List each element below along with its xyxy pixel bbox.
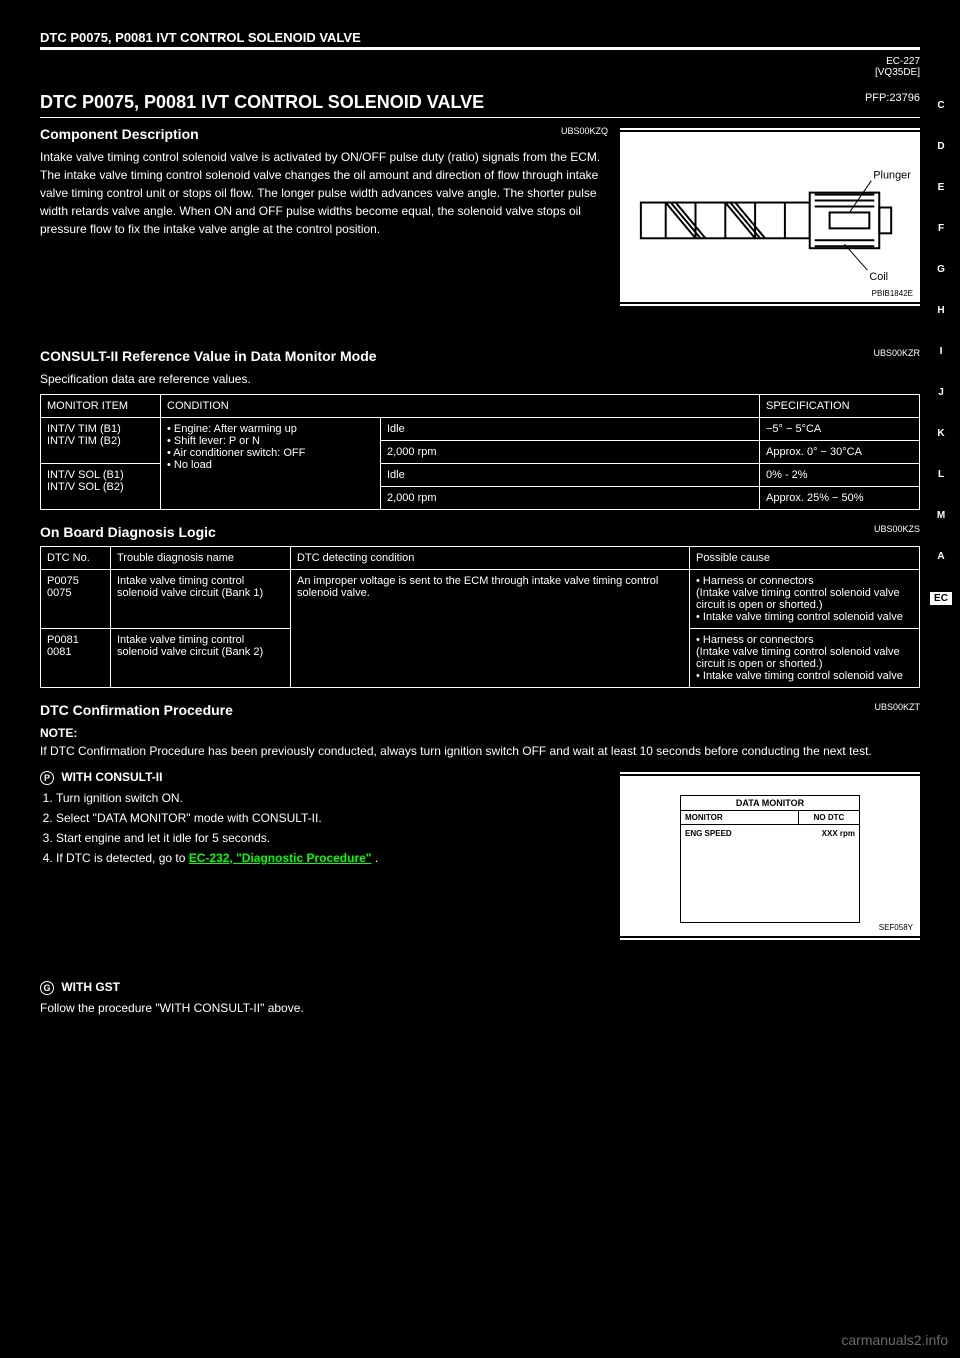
dm-col-monitor: MONITOR [681, 811, 799, 824]
tab-d[interactable]: D [930, 141, 952, 152]
th-spec: SPECIFICATION [760, 395, 920, 418]
step-4-prefix: If DTC is detected, go to [56, 851, 189, 865]
cell-p0075: P0075 0075 [41, 570, 111, 629]
cell-condition: • Engine: After warming up • Shift lever… [161, 418, 381, 510]
label-plunger: Plunger [873, 170, 911, 182]
tab-j[interactable]: J [930, 387, 952, 398]
with-consult-label: WITH CONSULT-II [61, 770, 162, 784]
cell-2000-1: 2,000 rpm [381, 441, 760, 464]
solenoid-diagram: Plunger Coil [621, 133, 919, 302]
tab-ec[interactable]: EC [930, 592, 952, 605]
watermark: carmanuals2.info [841, 1332, 948, 1348]
ufs-3: UBS00KZS [874, 524, 920, 534]
ufs-2: UBS00KZR [873, 348, 920, 358]
dm-col-nodtc: NO DTC [799, 811, 859, 824]
cell-name-1: Intake valve timing control solenoid val… [111, 570, 291, 629]
cell-2000-2: 2,000 rpm [381, 487, 760, 510]
cell-idle-2: Idle [381, 464, 760, 487]
section-index-tabs: C D E F G H I J K L M A EC [930, 100, 952, 635]
confirm-title: DTC Confirmation Procedure [40, 702, 233, 718]
th-dtcno: DTC No. [41, 547, 111, 570]
component-desc-title: Component Description [40, 126, 199, 142]
header-rule [40, 47, 920, 50]
consult-caption: Specification data are reference values. [40, 370, 920, 388]
pfp-code: PFP:23796 [865, 92, 920, 104]
th-cause: Possible cause [690, 547, 920, 570]
with-gst-text: Follow the procedure "WITH CONSULT-II" a… [40, 999, 920, 1017]
dm-rpm: XXX rpm [822, 829, 855, 838]
consult-table: MONITOR ITEM CONDITION SPECIFICATION INT… [40, 394, 920, 510]
tab-a[interactable]: A [930, 551, 952, 562]
cell-cause-2: • Harness or connectors (Intake valve ti… [690, 629, 920, 688]
gst-icon: G [40, 981, 54, 995]
cell-intvsol: INT/V SOL (B1) INT/V SOL (B2) [41, 464, 161, 510]
th-tdn: Trouble diagnosis name [111, 547, 291, 570]
cell-spec-1: −5° − 5°CA [760, 418, 920, 441]
step-4-suffix: . [375, 851, 378, 865]
note-label: NOTE: [40, 726, 77, 740]
tab-h[interactable]: H [930, 305, 952, 316]
figure-code-2: SEF058Y [879, 923, 913, 932]
figure-data-monitor: DATA MONITOR MONITOR NO DTC ENG SPEED XX… [620, 770, 920, 942]
cell-intvtim: INT/V TIM (B1) INT/V TIM (B2) [41, 418, 161, 464]
consult-icon: P [40, 771, 54, 785]
tab-m[interactable]: M [930, 510, 952, 521]
ufs-4: UBS00KZT [874, 702, 920, 712]
dm-title: DATA MONITOR [681, 796, 859, 811]
engine-code: [VQ35DE] [875, 67, 920, 78]
tab-c[interactable]: C [930, 100, 952, 111]
cell-p0081: P0081 0081 [41, 629, 111, 688]
cell-spec-4: Approx. 25% − 50% [760, 487, 920, 510]
section-title: DTC P0075, P0081 IVT CONTROL SOLENOID VA… [40, 92, 920, 113]
th-monitor-item: MONITOR ITEM [41, 395, 161, 418]
tab-k[interactable]: K [930, 428, 952, 439]
cell-spec-2: Approx. 0° − 30°CA [760, 441, 920, 464]
cell-cause-1: • Harness or connectors (Intake valve ti… [690, 570, 920, 629]
cell-detect: An improper voltage is sent to the ECM t… [291, 570, 690, 688]
dm-eng-speed: ENG SPEED [685, 829, 732, 838]
note-text: If DTC Confirmation Procedure has been p… [40, 744, 872, 758]
cell-idle-1: Idle [381, 418, 760, 441]
diagnostic-procedure-link[interactable]: EC-232, "Diagnostic Procedure" [189, 851, 372, 865]
section-title-text: DTC P0075, P0081 IVT CONTROL SOLENOID VA… [40, 92, 484, 112]
figure-code-1: PBIB1842E [872, 289, 913, 298]
page-header-right: EC-227 [VQ35DE] [40, 56, 920, 78]
figure-solenoid-valve: Plunger Coil PBIB1842E [620, 126, 920, 308]
cell-name-2: Intake valve timing control solenoid val… [111, 629, 291, 688]
tab-i[interactable]: I [930, 346, 952, 357]
with-gst-label: WITH GST [61, 980, 120, 994]
page-number: EC-227 [886, 56, 920, 67]
tab-l[interactable]: L [930, 469, 952, 480]
confirm-note: NOTE: If DTC Confirmation Procedure has … [40, 724, 920, 760]
tab-g[interactable]: G [930, 264, 952, 275]
cell-spec-3: 0% - 2% [760, 464, 920, 487]
label-coil: Coil [869, 271, 888, 283]
th-detect: DTC detecting condition [291, 547, 690, 570]
page-header-left: DTC P0075, P0081 IVT CONTROL SOLENOID VA… [40, 30, 920, 45]
onboard-title: On Board Diagnosis Logic [40, 524, 216, 540]
tab-e[interactable]: E [930, 182, 952, 193]
with-gst-header: G WITH GST [40, 980, 920, 995]
onboard-table: DTC No. Trouble diagnosis name DTC detec… [40, 546, 920, 688]
ufs-1: UBS00KZQ [561, 126, 608, 136]
consult-title: CONSULT-II Reference Value in Data Monit… [40, 348, 377, 364]
section-rule [40, 117, 920, 118]
tab-f[interactable]: F [930, 223, 952, 234]
th-condition: CONDITION [161, 395, 760, 418]
